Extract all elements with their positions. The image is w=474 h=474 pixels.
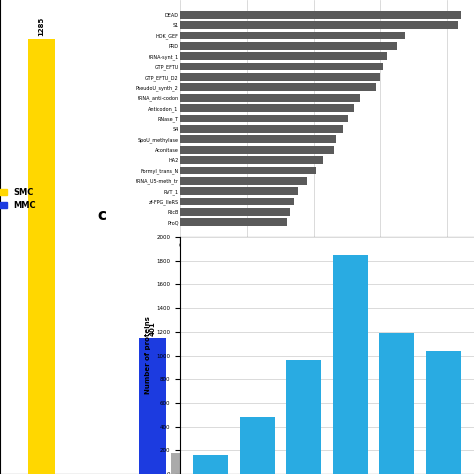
Bar — [180, 104, 354, 112]
Bar — [180, 187, 298, 195]
Bar — [180, 219, 287, 226]
Bar — [203, 359, 231, 474]
Bar — [180, 166, 316, 174]
Text: 401: 401 — [149, 321, 155, 336]
Bar — [180, 198, 294, 205]
Bar — [180, 11, 461, 18]
Bar — [180, 156, 323, 164]
Text: c: c — [98, 208, 107, 223]
Text: 62: 62 — [182, 441, 188, 450]
Bar — [180, 177, 307, 185]
Bar — [180, 208, 290, 216]
Bar — [180, 42, 397, 50]
Bar — [180, 146, 334, 154]
Bar — [193, 455, 228, 474]
Bar — [180, 94, 360, 101]
Bar — [379, 333, 414, 474]
Bar — [180, 136, 337, 143]
Bar — [180, 115, 348, 122]
Bar — [171, 453, 199, 474]
Bar — [426, 351, 461, 474]
Bar — [240, 417, 275, 474]
Bar — [180, 83, 376, 91]
Bar — [27, 39, 55, 474]
Bar — [180, 73, 381, 81]
Text: 339: 339 — [214, 342, 220, 356]
Bar — [333, 255, 368, 474]
Bar — [180, 63, 383, 71]
Bar — [180, 125, 343, 133]
Bar — [286, 360, 321, 474]
Bar — [180, 21, 458, 29]
Bar — [138, 338, 166, 474]
Y-axis label: Number of proteins: Number of proteins — [145, 317, 151, 394]
Bar — [180, 52, 387, 60]
Legend: SMC, MMC: SMC, MMC — [0, 184, 39, 213]
X-axis label: Number of Pfam RBDs: Number of Pfam RBDs — [283, 254, 371, 260]
Bar — [180, 32, 404, 39]
Text: 1285: 1285 — [38, 17, 45, 36]
